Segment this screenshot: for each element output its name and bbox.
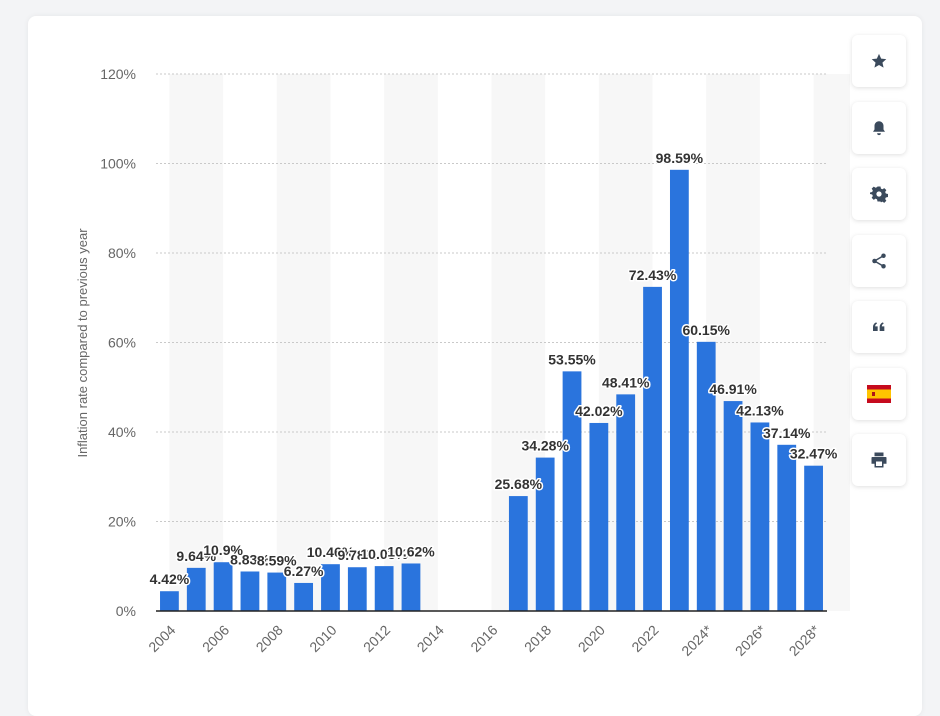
x-tick-label: 2016 (467, 622, 500, 655)
data-label: 10.9% (203, 542, 243, 558)
data-label: 42.02% (575, 403, 623, 419)
printer-icon (871, 452, 887, 468)
x-tick-label: 2010 (306, 622, 339, 655)
bar-2010[interactable] (321, 564, 340, 611)
star-icon (871, 53, 887, 68)
notification-button[interactable] (852, 101, 906, 154)
chart-tools-sidebar (852, 35, 906, 501)
x-tick-label: 2024* (678, 621, 716, 659)
y-tick-label: 0% (116, 603, 136, 619)
x-axis-tick-labels: 2004 2006 2008 2010 2012 2014 2016 2018 2020 2022… (145, 621, 823, 659)
x-tick-label: 2004 (145, 622, 178, 655)
language-button[interactable] (852, 367, 906, 420)
favorite-button[interactable] (852, 35, 906, 87)
y-axis-label: Inflation rate compared to previous year (75, 228, 90, 458)
bar-2011[interactable] (347, 567, 367, 611)
y-tick-label: 100% (100, 156, 136, 172)
bar-2028*[interactable] (804, 465, 823, 611)
data-label: 8.59% (257, 553, 297, 569)
bell-icon (873, 120, 885, 135)
x-tick-label: 2026* (732, 621, 770, 659)
bar-2013[interactable] (401, 563, 421, 611)
data-label: 98.59% (656, 150, 704, 166)
quote-icon (873, 322, 885, 331)
bar-2021[interactable] (616, 394, 636, 611)
x-tick-label: 2006 (199, 622, 232, 655)
data-label: 42.13% (736, 402, 784, 418)
bar-2027*[interactable] (777, 444, 797, 611)
x-tick-label: 2028* (786, 621, 824, 659)
data-label: 10.03% (360, 546, 408, 562)
x-tick-label: 2022 (628, 622, 661, 655)
data-label: 25.68% (495, 476, 543, 492)
data-label: 53.55% (548, 351, 596, 367)
data-label: 9.64% (176, 548, 216, 564)
bar-2007[interactable] (240, 571, 260, 611)
bar-2006[interactable] (213, 562, 233, 611)
cite-button[interactable] (852, 301, 906, 353)
y-tick-label: 120% (100, 66, 136, 82)
data-label: 60.15% (682, 322, 730, 338)
bar-2004[interactable] (160, 591, 179, 611)
data-label: 37.14% (763, 425, 811, 441)
bar-2022[interactable] (643, 286, 662, 611)
data-label: 34.28% (521, 438, 569, 454)
x-tick-label: 2014 (414, 622, 447, 655)
bar-2019[interactable] (562, 371, 582, 611)
share-icon (872, 253, 886, 268)
share-button[interactable] (852, 234, 906, 287)
data-label: 48.41% (602, 374, 650, 390)
data-label: 32.47% (790, 446, 838, 462)
x-tick-label: 2008 (253, 622, 286, 655)
data-label: 8.83% (230, 551, 270, 567)
data-label: 10.62% (387, 543, 435, 559)
y-tick-label: 40% (108, 424, 136, 440)
bar-2026*[interactable] (750, 422, 770, 611)
bar-2018[interactable] (535, 457, 555, 611)
bar-2025*[interactable] (723, 401, 743, 611)
x-tick-label: 2018 (521, 622, 554, 655)
x-tick-label: 2020 (575, 622, 608, 655)
data-label: 46.91% (709, 381, 757, 397)
spain-flag-icon (867, 384, 891, 403)
data-labels: 4.42% 9.64%10.9%8.83%8.59%6.27% 10.46%9.78… (148, 148, 839, 588)
bar-2024*[interactable] (696, 341, 716, 611)
data-label: 6.27% (284, 563, 324, 579)
print-button[interactable] (852, 434, 906, 486)
bar-2009[interactable] (294, 582, 314, 611)
data-label: 9.78% (337, 547, 377, 563)
data-label: 10.46% (307, 544, 355, 560)
bar-2012[interactable] (374, 566, 394, 611)
settings-button[interactable] (852, 168, 906, 220)
y-tick-label: 80% (108, 245, 136, 261)
bars (160, 169, 823, 611)
bar-2020[interactable] (589, 422, 609, 611)
x-tick-label: 2012 (360, 622, 393, 655)
gear-icon (870, 186, 888, 203)
bar-2017[interactable] (508, 496, 528, 611)
data-label: 72.43% (629, 267, 677, 283)
data-label: 4.42% (150, 571, 190, 587)
bar-2023[interactable] (669, 169, 689, 611)
inflation-bar-chart: 0% 20% 40% 60% 80% 100% 120% Inflation rate co… (75, 66, 839, 659)
y-tick-label: 20% (108, 514, 136, 530)
bar-2008[interactable] (267, 572, 287, 611)
y-tick-label: 60% (108, 335, 136, 351)
bar-2005[interactable] (186, 567, 206, 611)
y-axis-tick-labels: 0% 20% 40% 60% 80% 100% 120% (100, 66, 136, 619)
